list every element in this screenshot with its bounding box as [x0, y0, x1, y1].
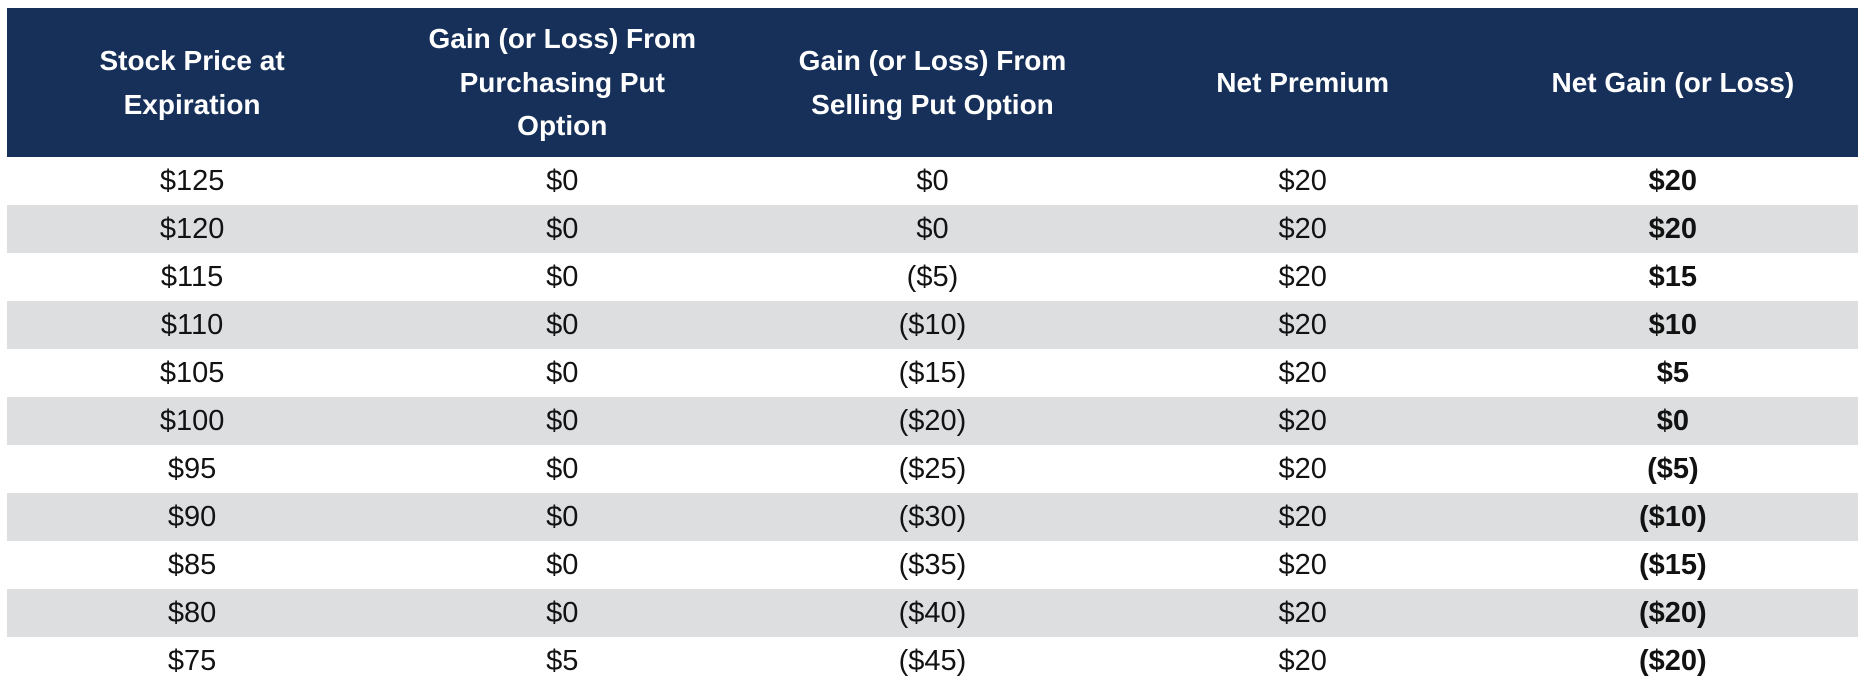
- table-cell: $0: [377, 253, 748, 301]
- table-row: $125 $0 $0 $20 $20: [7, 157, 1858, 205]
- table-cell: ($5): [1487, 445, 1858, 493]
- table-cell: $85: [7, 541, 378, 589]
- table-cell: $95: [7, 445, 378, 493]
- table-cell: $5: [1487, 349, 1858, 397]
- table-row: $85 $0 ($35) $20 ($15): [7, 541, 1858, 589]
- table-cell: $75: [7, 637, 378, 685]
- table-cell: $0: [377, 301, 748, 349]
- table-cell: $0: [747, 157, 1118, 205]
- table-row: $90 $0 ($30) $20 ($10): [7, 493, 1858, 541]
- table-cell: $80: [7, 589, 378, 637]
- table-row: $75 $5 ($45) $20 ($20): [7, 637, 1858, 685]
- table-cell: ($15): [1487, 541, 1858, 589]
- table-cell: ($5): [747, 253, 1118, 301]
- table-cell: $20: [1117, 301, 1488, 349]
- table-cell: $120: [7, 205, 378, 253]
- table-row: $105 $0 ($15) $20 $5: [7, 349, 1858, 397]
- table-row: $110 $0 ($10) $20 $10: [7, 301, 1858, 349]
- table-cell: ($20): [1487, 589, 1858, 637]
- table-cell: $0: [377, 445, 748, 493]
- table-cell: $0: [747, 205, 1118, 253]
- table-cell: $20: [1117, 541, 1488, 589]
- table-cell: $110: [7, 301, 378, 349]
- table-cell: $20: [1117, 493, 1488, 541]
- table-cell: $0: [377, 493, 748, 541]
- table-cell: ($35): [747, 541, 1118, 589]
- table-cell: $0: [1487, 397, 1858, 445]
- table-cell: $20: [1117, 637, 1488, 685]
- table-cell: $20: [1117, 205, 1488, 253]
- table-cell: ($45): [747, 637, 1118, 685]
- table-row: $80 $0 ($40) $20 ($20): [7, 589, 1858, 637]
- table-cell: ($20): [1487, 637, 1858, 685]
- table-cell: $0: [377, 541, 748, 589]
- table-cell: $0: [377, 205, 748, 253]
- table-row: $115 $0 ($5) $20 $15: [7, 253, 1858, 301]
- column-header-gain-loss-purchasing-put-option: Gain (or Loss) From Purchasing Put Optio…: [377, 8, 748, 157]
- table-cell: $10: [1487, 301, 1858, 349]
- table-cell: ($20): [747, 397, 1118, 445]
- table-cell: $20: [1117, 349, 1488, 397]
- table-cell: $20: [1487, 205, 1858, 253]
- table-cell: $115: [7, 253, 378, 301]
- table-body: $125 $0 $0 $20 $20 $120 $0 $0 $20 $20 $115 $0 ($5) $2…: [7, 157, 1858, 685]
- table-cell: $15: [1487, 253, 1858, 301]
- table-cell: ($25): [747, 445, 1118, 493]
- table-cell: $20: [1117, 157, 1488, 205]
- header-row: Stock Price at Expiration Gain (or Loss)…: [7, 8, 1858, 157]
- table-cell: $20: [1117, 445, 1488, 493]
- table-cell: $125: [7, 157, 378, 205]
- table-cell: ($30): [747, 493, 1118, 541]
- table-cell: $90: [7, 493, 378, 541]
- table-cell: ($10): [747, 301, 1118, 349]
- table-cell: $20: [1117, 589, 1488, 637]
- table-cell: ($10): [1487, 493, 1858, 541]
- table-cell: $0: [377, 397, 748, 445]
- table-header: Stock Price at Expiration Gain (or Loss)…: [7, 8, 1858, 157]
- table-cell: $5: [377, 637, 748, 685]
- table-cell: ($40): [747, 589, 1118, 637]
- table-cell: $20: [1487, 157, 1858, 205]
- put-options-table-container: Stock Price at Expiration Gain (or Loss)…: [7, 8, 1858, 685]
- table-row: $120 $0 $0 $20 $20: [7, 205, 1858, 253]
- column-header-gain-loss-selling-put-option: Gain (or Loss) From Selling Put Option: [747, 8, 1118, 157]
- table-row: $100 $0 ($20) $20 $0: [7, 397, 1858, 445]
- table-row: $95 $0 ($25) $20 ($5): [7, 445, 1858, 493]
- column-header-net-gain-or-loss: Net Gain (or Loss): [1487, 8, 1858, 157]
- table-cell: $0: [377, 349, 748, 397]
- table-cell: $105: [7, 349, 378, 397]
- table-cell: $0: [377, 157, 748, 205]
- table-cell: ($15): [747, 349, 1118, 397]
- table-cell: $20: [1117, 253, 1488, 301]
- table-cell: $0: [377, 589, 748, 637]
- put-options-payoff-table: Stock Price at Expiration Gain (or Loss)…: [7, 8, 1858, 685]
- column-header-net-premium: Net Premium: [1117, 8, 1488, 157]
- table-cell: $20: [1117, 397, 1488, 445]
- table-cell: $100: [7, 397, 378, 445]
- column-header-stock-price-at-expiration: Stock Price at Expiration: [7, 8, 378, 157]
